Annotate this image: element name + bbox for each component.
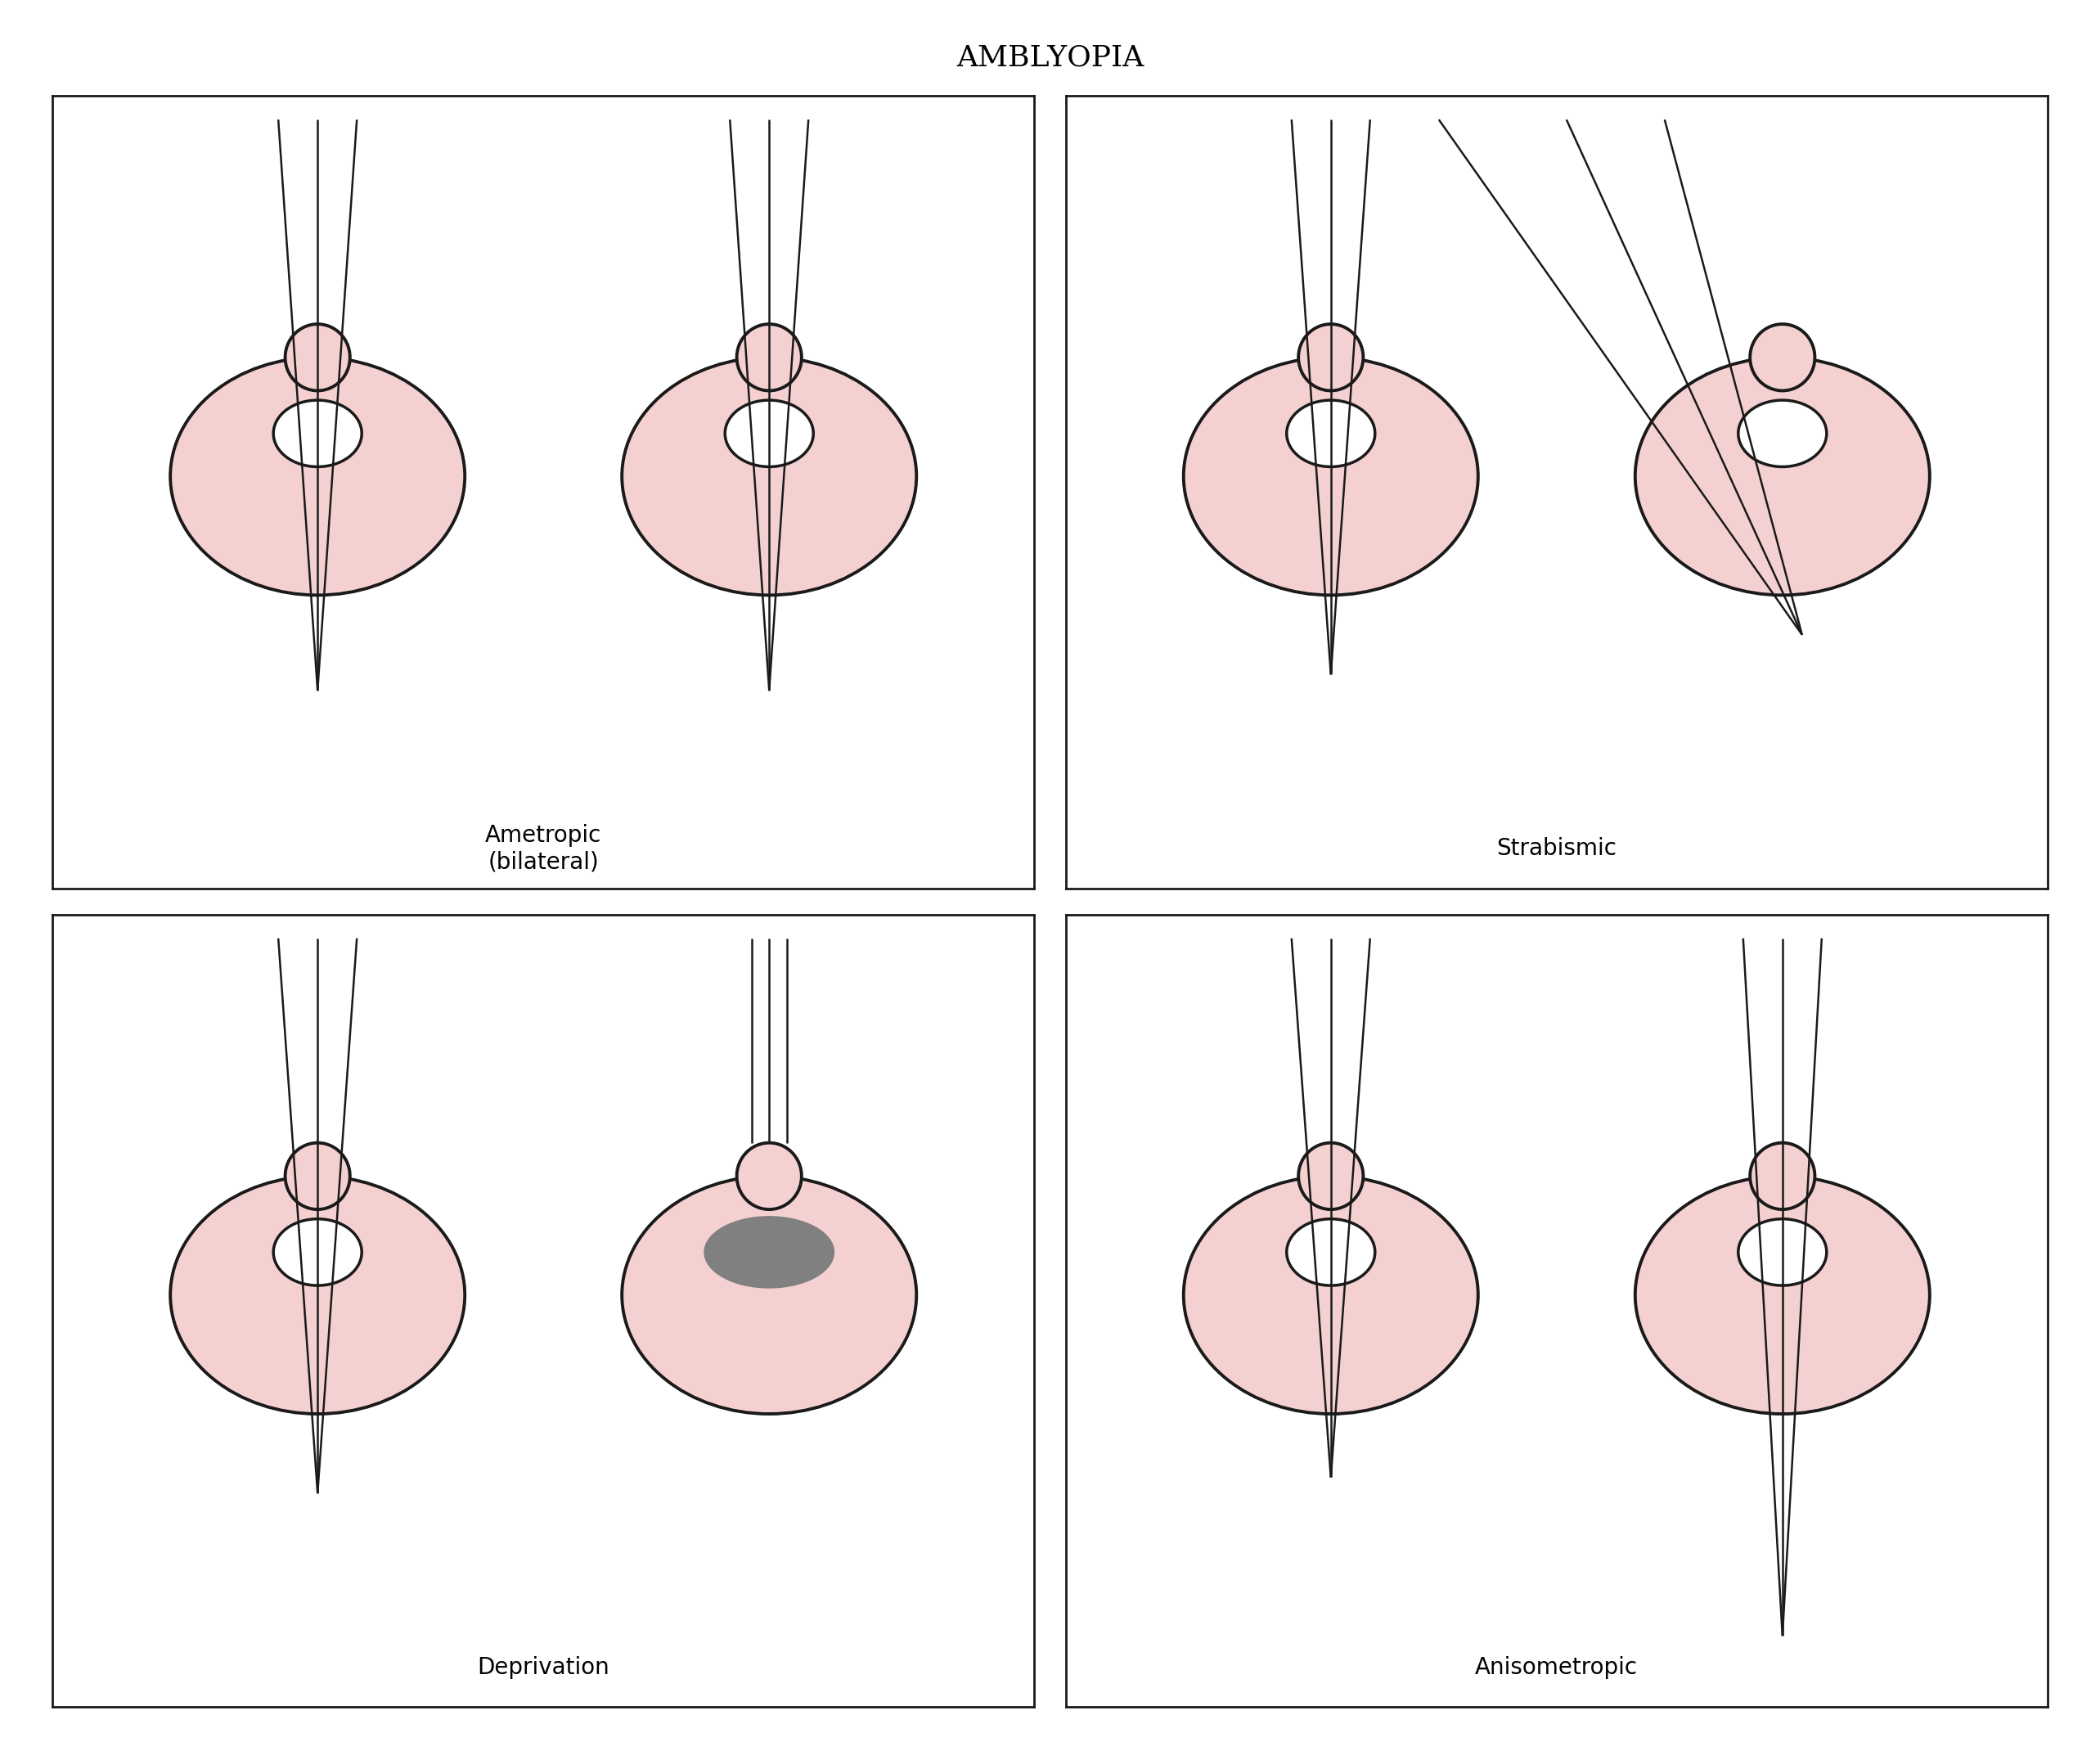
Ellipse shape	[1739, 1219, 1827, 1286]
Ellipse shape	[1636, 357, 1930, 596]
Ellipse shape	[1636, 1176, 1930, 1415]
Text: AMBLYOPIA: AMBLYOPIA	[956, 44, 1145, 71]
Ellipse shape	[1298, 1143, 1363, 1209]
Ellipse shape	[737, 1143, 802, 1209]
Ellipse shape	[1749, 324, 1814, 390]
Ellipse shape	[704, 1216, 834, 1287]
Ellipse shape	[1749, 1143, 1814, 1209]
Ellipse shape	[622, 357, 916, 596]
Text: Anisometropic: Anisometropic	[1474, 1657, 1638, 1679]
Text: Ametropic
(bilateral): Ametropic (bilateral)	[485, 824, 601, 873]
Ellipse shape	[724, 401, 813, 467]
Ellipse shape	[1739, 401, 1827, 467]
Ellipse shape	[1184, 1176, 1478, 1415]
Ellipse shape	[1298, 324, 1363, 390]
Ellipse shape	[1287, 1219, 1376, 1286]
Ellipse shape	[273, 401, 361, 467]
Ellipse shape	[170, 357, 464, 596]
Text: Strabismic: Strabismic	[1497, 838, 1617, 861]
Ellipse shape	[273, 1219, 361, 1286]
Ellipse shape	[1287, 401, 1376, 467]
Ellipse shape	[622, 1176, 916, 1415]
Text: Deprivation: Deprivation	[477, 1657, 609, 1679]
Ellipse shape	[1184, 357, 1478, 596]
Ellipse shape	[286, 1143, 351, 1209]
Ellipse shape	[286, 324, 351, 390]
Ellipse shape	[170, 1176, 464, 1415]
Ellipse shape	[737, 324, 802, 390]
Ellipse shape	[724, 1219, 813, 1286]
